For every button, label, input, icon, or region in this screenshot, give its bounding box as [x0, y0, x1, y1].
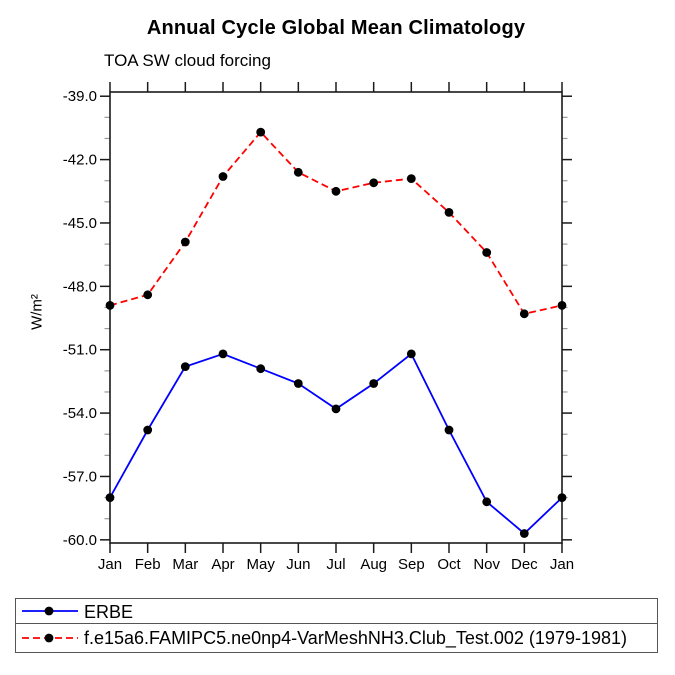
x-tick-label: Jul: [326, 556, 345, 573]
data-point-marker: [406, 174, 416, 184]
data-point-marker: [557, 493, 567, 502]
x-tick-label: Sep: [398, 556, 425, 573]
x-tick-label: Mar: [172, 556, 198, 573]
y-tick-label: -54.0: [63, 405, 97, 422]
chart-subtitle: TOA SW cloud forcing: [104, 51, 271, 70]
data-point-marker: [482, 497, 492, 507]
page-title: Annual Cycle Global Mean Climatology: [146, 17, 526, 39]
legend-label-erbe: ERBE: [84, 602, 134, 622]
model-line: [109, 130, 563, 315]
x-tick-label: Dec: [511, 556, 538, 573]
x-tick-label: May: [246, 556, 275, 573]
x-tick-label: Jun: [286, 556, 310, 573]
data-point-marker: [331, 404, 341, 414]
data-point-marker: [143, 425, 153, 435]
y-tick-label: -48.0: [63, 278, 97, 295]
x-tick-label: Jan: [550, 556, 574, 573]
data-point-marker: [406, 349, 416, 359]
plot-frame: [109, 91, 563, 544]
data-point-marker: [482, 248, 492, 257]
y-tick-label: -51.0: [63, 342, 97, 359]
data-point-marker: [218, 349, 228, 359]
y-tick-label: -45.0: [63, 215, 97, 232]
data-point-marker: [180, 237, 190, 247]
legend-sample-marker: [44, 606, 54, 616]
data-point-marker: [256, 364, 266, 374]
data-point-marker: [519, 529, 529, 538]
y-tick-label: -57.0: [63, 468, 97, 485]
data-point-marker: [444, 208, 454, 217]
data-point-marker: [444, 425, 454, 435]
data-point-marker: [256, 127, 266, 137]
data-point-marker: [519, 309, 529, 319]
y-tick-label: -42.0: [63, 152, 97, 169]
data-point-marker: [180, 362, 190, 371]
x-tick-label: Feb: [135, 556, 161, 573]
data-point-marker: [369, 178, 379, 188]
x-tick-label: Jan: [98, 556, 122, 573]
legend-box: [15, 598, 658, 653]
legend-label-model: f.e15a6.FAMIPC5.ne0np4-VarMeshNH3.Club_T…: [84, 628, 627, 648]
x-tick-label: Aug: [360, 556, 387, 573]
y-tick-label: -39.0: [63, 88, 97, 105]
x-tick-label: Oct: [437, 556, 461, 573]
data-point-marker: [557, 301, 567, 310]
erbe-line: [109, 352, 563, 535]
y-tick-label: -60.0: [63, 532, 97, 549]
data-point-marker: [331, 186, 341, 196]
x-tick-label: Apr: [211, 556, 234, 573]
data-point-marker: [218, 172, 228, 181]
x-tick-label: Nov: [473, 556, 500, 573]
data-point-marker: [293, 379, 303, 388]
data-point-marker: [105, 493, 115, 502]
data-point-marker: [369, 379, 379, 388]
data-point-marker: [143, 290, 153, 300]
data-point-marker: [105, 301, 115, 310]
legend-sample-marker: [44, 633, 54, 643]
data-point-marker: [293, 167, 303, 177]
